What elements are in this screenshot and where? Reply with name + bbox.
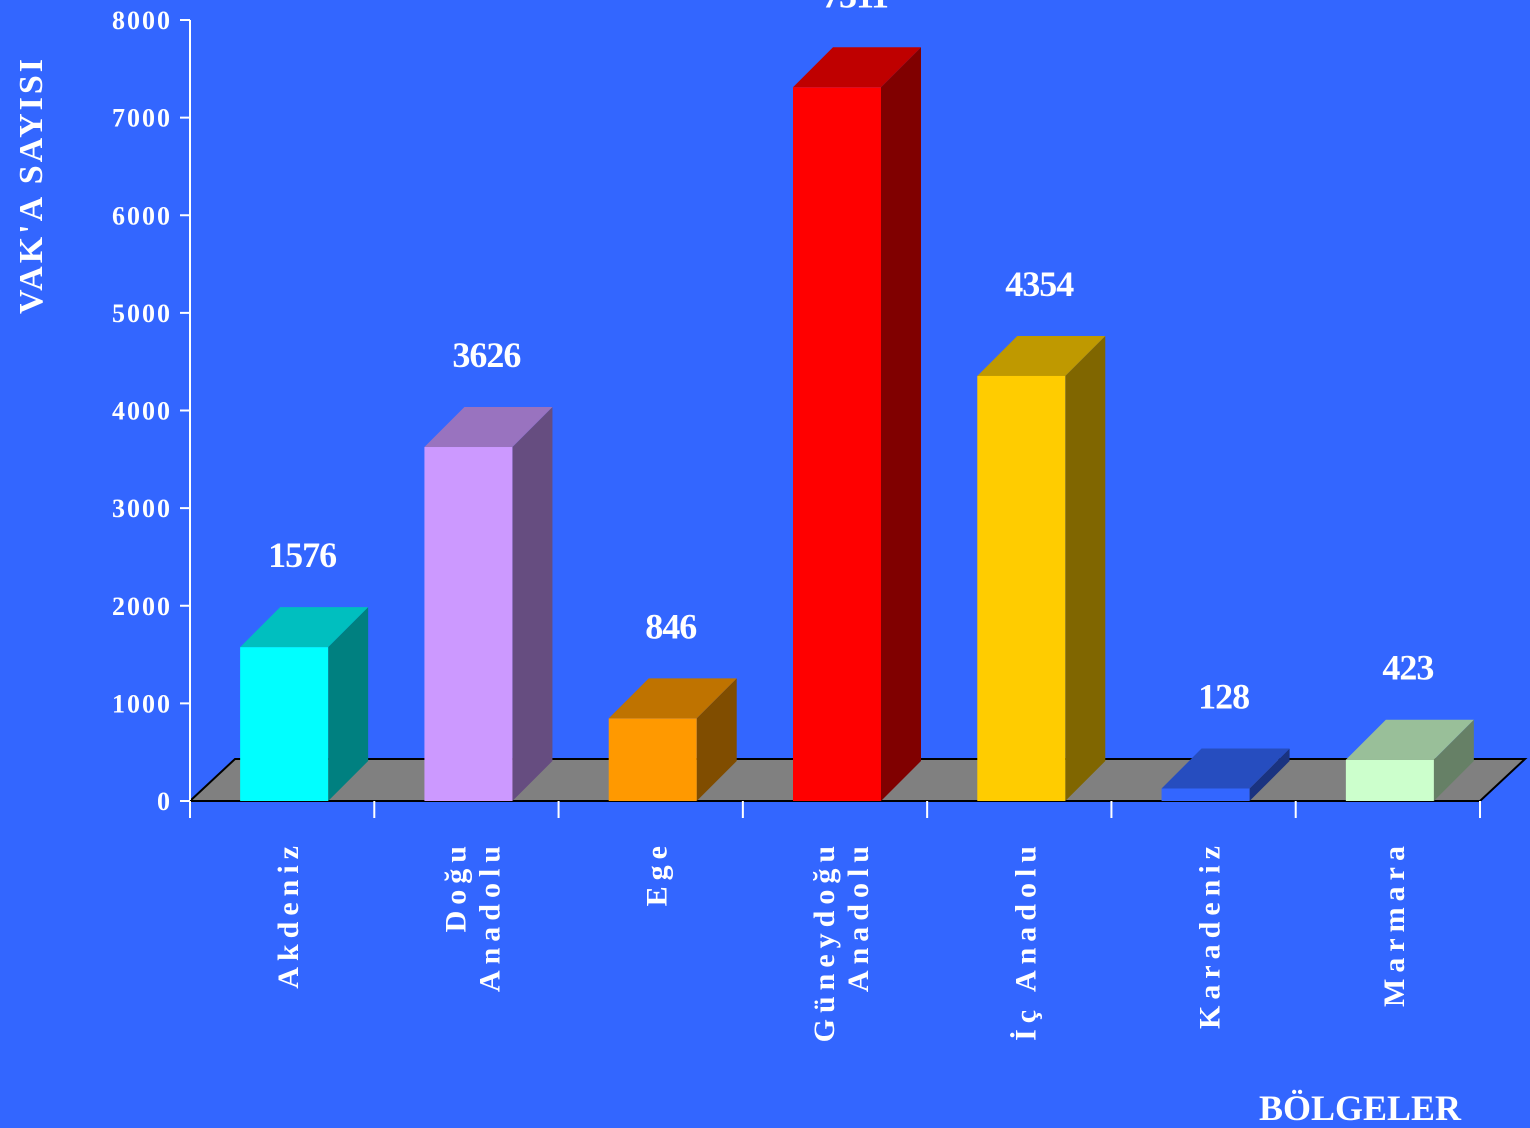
x-tick-label: Karadeniz <box>1194 840 1227 1029</box>
y-tick-label: 7000 <box>112 104 172 133</box>
x-tick-label-line: Doğu <box>439 840 472 932</box>
y-tick-label: 4000 <box>112 397 172 426</box>
bar-top <box>424 407 553 448</box>
bar-front <box>608 718 697 801</box>
value-label: 846 <box>645 606 696 646</box>
x-tick-label-line: Anadolu <box>473 840 506 992</box>
value-label: 7311 <box>822 0 888 15</box>
bar <box>1161 748 1290 801</box>
y-axis-title: VAK'A SAYISI <box>13 56 50 314</box>
x-tick-label-line: Güneydoğu <box>808 840 841 1042</box>
bar-front <box>1345 759 1434 801</box>
x-tick-label: DoğuAnadolu <box>439 840 506 992</box>
bar <box>240 607 369 801</box>
bar <box>608 678 737 801</box>
bar <box>793 47 921 802</box>
y-tick-label: 0 <box>157 787 172 816</box>
x-tick-label: Ege <box>641 840 674 906</box>
x-tick-label: Marmara <box>1378 840 1411 1007</box>
bar-side <box>328 607 369 801</box>
bar-side <box>512 407 553 801</box>
x-axis-title: BÖLGELER <box>1259 1088 1462 1128</box>
value-label: 4354 <box>1005 264 1074 304</box>
bar-top <box>608 678 737 719</box>
x-tick-label-line: İç Anadolu <box>1009 840 1042 1041</box>
y-tick-label: 8000 <box>112 6 172 35</box>
x-tick-label: İç Anadolu <box>1009 840 1042 1041</box>
bar-front <box>977 375 1066 801</box>
x-tick-label-line: Akdeniz <box>272 840 305 989</box>
bar-side <box>1249 748 1290 801</box>
bar <box>977 335 1106 801</box>
bar <box>424 407 553 801</box>
bar-top <box>793 47 921 88</box>
bar <box>1345 719 1474 801</box>
y-tick-label: 6000 <box>112 201 172 230</box>
x-tick-label-line: Ege <box>641 840 674 906</box>
bar-side <box>696 678 737 801</box>
value-label: 1576 <box>268 535 336 575</box>
x-tick-label-line: Anadolu <box>842 840 875 992</box>
value-label: 128 <box>1198 677 1249 717</box>
y-tick-label: 1000 <box>112 689 172 718</box>
x-tick-label-line: Marmara <box>1378 840 1411 1007</box>
bar-side <box>1065 335 1106 801</box>
value-label: 3626 <box>452 335 520 375</box>
bar-top <box>240 607 369 648</box>
bar-side <box>1433 719 1474 801</box>
y-tick-label: 5000 <box>112 299 172 328</box>
bar-front <box>240 647 329 801</box>
bar-top <box>1161 748 1290 789</box>
bar-side <box>881 47 921 802</box>
value-label: 423 <box>1382 648 1433 688</box>
bar-front <box>793 87 881 802</box>
x-tick-label: Akdeniz <box>272 840 305 989</box>
bar-top <box>1345 719 1474 760</box>
bar-front <box>424 447 513 801</box>
bar-top <box>977 335 1106 376</box>
y-tick-label: 2000 <box>112 592 172 621</box>
x-tick-label-line: Karadeniz <box>1194 840 1227 1029</box>
bar-front <box>1161 788 1250 801</box>
y-tick-label: 3000 <box>112 494 172 523</box>
x-tick-label: GüneydoğuAnadolu <box>808 840 875 1042</box>
